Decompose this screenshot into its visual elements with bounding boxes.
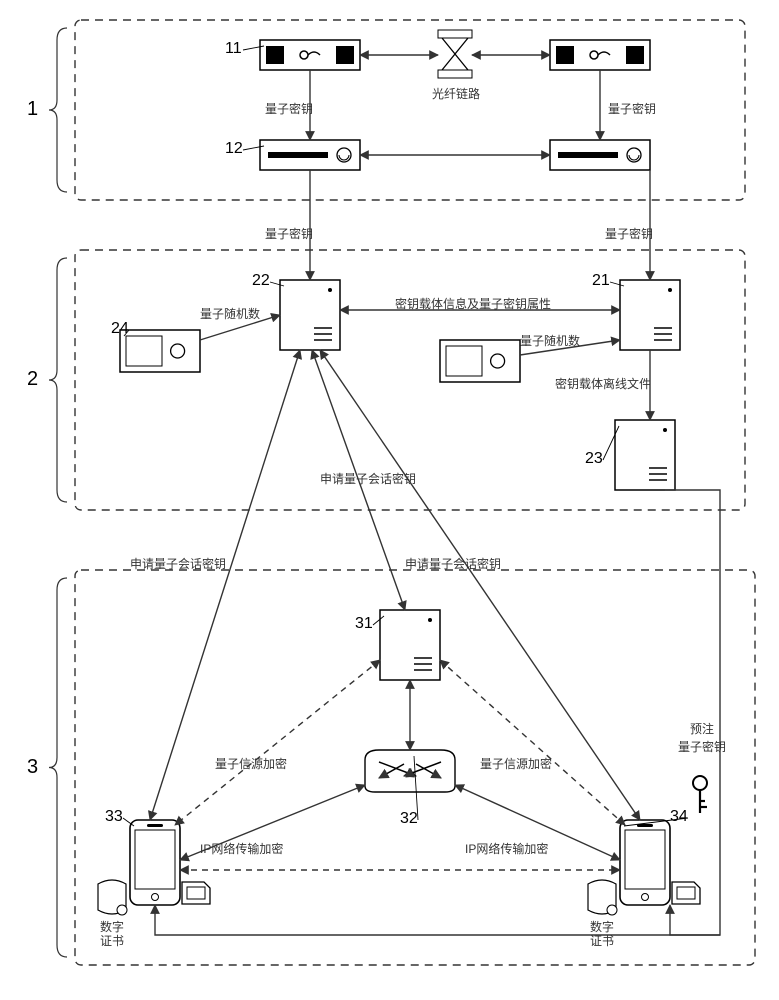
free-label: 光纤链路 — [432, 85, 480, 102]
section-ref: 3 — [27, 756, 38, 779]
edge-label: 申请量子会话密钥 — [320, 470, 416, 487]
free-label: 证书 — [100, 932, 124, 949]
free-label: 证书 — [590, 932, 614, 949]
edge-label: 量子随机数 — [200, 305, 260, 322]
svg-layer — [0, 0, 779, 1000]
section-ref: 1 — [27, 98, 38, 121]
edge-label: 量子密钥 — [605, 225, 653, 242]
node-ref: 34 — [670, 808, 688, 826]
edge-label: 密钥载体离线文件 — [555, 375, 651, 392]
edge-label: 申请量子会话密钥 — [405, 555, 501, 572]
node-ref: 11 — [225, 40, 242, 58]
node-ref: 22 — [252, 272, 270, 290]
edge-label: 量子随机数 — [520, 332, 580, 349]
node-ref: 23 — [585, 450, 603, 468]
edge-label: 量子信源加密 — [215, 755, 287, 772]
node-ref: 24 — [111, 320, 129, 338]
node-ref: 32 — [400, 810, 418, 828]
edge-label: 密钥载体信息及量子密钥属性 — [395, 295, 551, 312]
free-label: 预注 — [690, 720, 714, 737]
node-ref: 33 — [105, 808, 123, 826]
diagram-canvas: { "diagram": { "type": "network", "color… — [0, 0, 779, 1000]
node-ref: 31 — [355, 615, 373, 633]
edge-label: IP网络传输加密 — [200, 840, 283, 857]
edge-label: 量子信源加密 — [480, 755, 552, 772]
edge-label: 量子密钥 — [608, 100, 656, 117]
section-ref: 2 — [27, 368, 38, 391]
edge-label: 量子密钥 — [265, 100, 313, 117]
free-label: 量子密钥 — [678, 738, 726, 755]
node-ref: 21 — [592, 272, 610, 290]
edge-label: IP网络传输加密 — [465, 840, 548, 857]
node-ref: 12 — [225, 140, 243, 158]
edge-label: 申请量子会话密钥 — [130, 555, 226, 572]
edge-label: 量子密钥 — [265, 225, 313, 242]
